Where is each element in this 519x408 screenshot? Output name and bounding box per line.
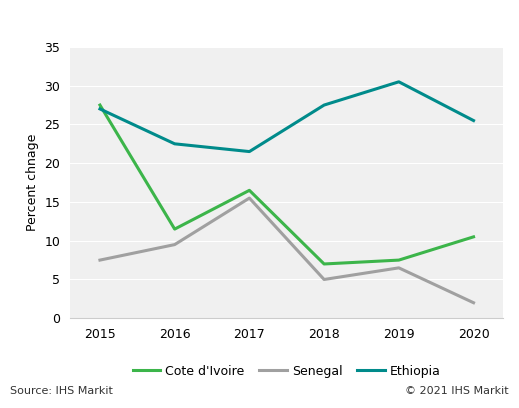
Text: Credit growth, year-on-year: Credit growth, year-on-year xyxy=(9,17,292,35)
Y-axis label: Percent chnage: Percent chnage xyxy=(26,134,39,231)
Text: © 2021 IHS Markit: © 2021 IHS Markit xyxy=(405,386,509,396)
Text: Source: IHS Markit: Source: IHS Markit xyxy=(10,386,113,396)
Legend: Cote d'Ivoire, Senegal, Ethiopia: Cote d'Ivoire, Senegal, Ethiopia xyxy=(128,360,446,383)
